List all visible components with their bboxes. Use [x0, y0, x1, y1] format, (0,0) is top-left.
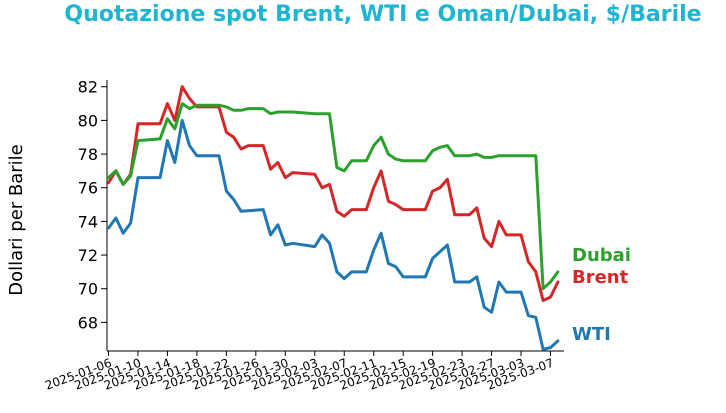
y-tick-label: 82: [78, 78, 98, 97]
y-axis-label: Dollari per Barile: [6, 144, 27, 296]
series-label-brent: Brent: [572, 267, 629, 288]
y-tick-label: 72: [78, 246, 98, 265]
series-line-wti: [107, 118, 560, 351]
series-label-dubai: Dubai: [572, 245, 631, 266]
series-label-wti: WTI: [572, 324, 611, 345]
y-tick-label: 74: [78, 212, 98, 231]
chart-title: Quotazione spot Brent, WTI e Oman/Dubai,…: [64, 2, 701, 27]
y-tick-label: 76: [78, 179, 98, 198]
series-line-dubai: [107, 102, 560, 291]
y-tick-label: 70: [78, 280, 98, 299]
y-tick-label: 68: [78, 313, 98, 332]
axes: 68707274767880822025-01-062025-01-102025…: [43, 78, 564, 393]
series-line-brent: [107, 85, 560, 302]
series-lines: [107, 85, 560, 351]
y-tick-label: 78: [78, 145, 98, 164]
y-tick-label: 80: [78, 111, 98, 130]
